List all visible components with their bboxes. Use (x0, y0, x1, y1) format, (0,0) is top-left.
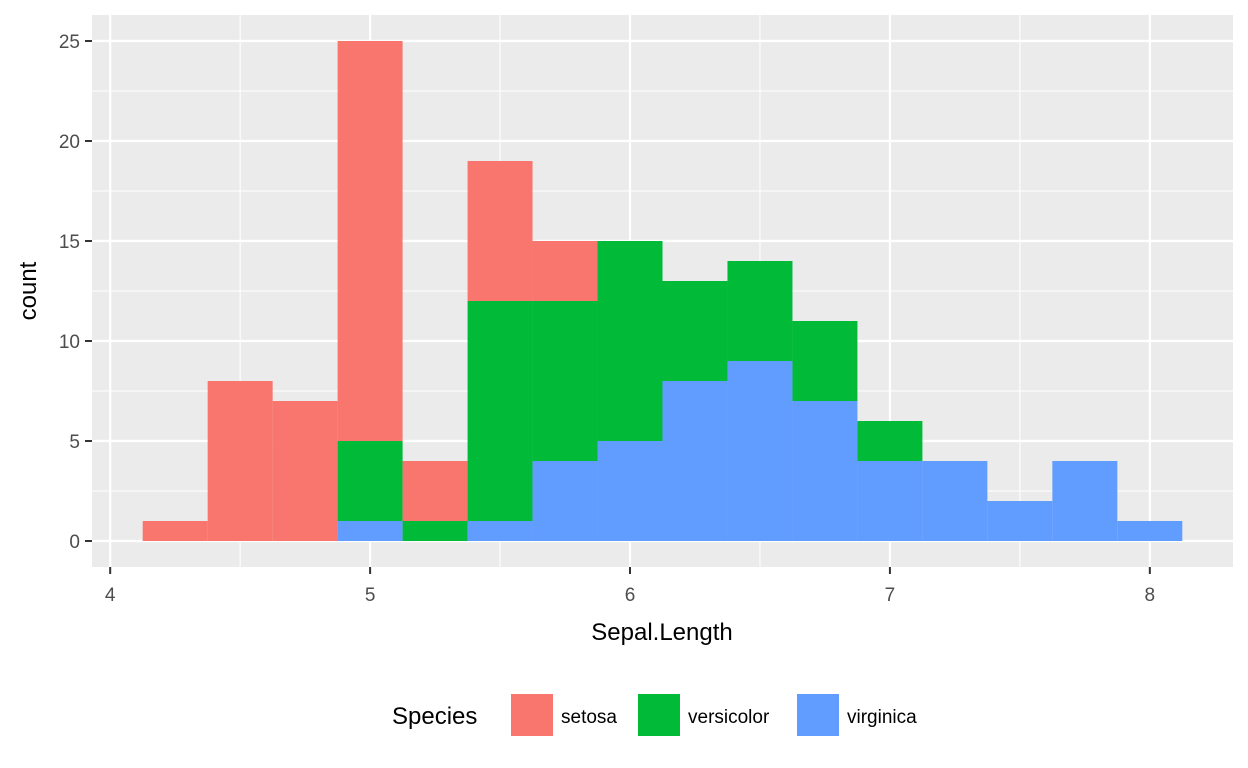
bar-setosa (402, 461, 468, 521)
bar-versicolor (532, 301, 598, 461)
y-tick-label: 10 (59, 332, 80, 353)
bar-setosa (532, 241, 598, 301)
x-tick-label: 5 (365, 585, 376, 606)
bar-setosa (337, 41, 403, 441)
x-axis-title: Sepal.Length (591, 619, 732, 646)
y-axis-title: count (15, 261, 42, 320)
x-axis: 4 5 6 7 8 (105, 567, 1155, 606)
bar-versicolor (662, 281, 728, 381)
bar-virginica (792, 401, 858, 541)
bar-layer (142, 41, 1183, 541)
bar-versicolor (337, 441, 403, 521)
bar-versicolor (597, 241, 663, 441)
legend-key-virginica (797, 694, 839, 736)
bar-virginica (532, 461, 598, 541)
y-tick-label: 25 (59, 32, 80, 53)
legend-items: setosa versicolor virginica (511, 694, 917, 736)
bar-versicolor (792, 321, 858, 401)
legend-label-versicolor: versicolor (688, 707, 770, 728)
bar-virginica (467, 521, 533, 541)
bar-virginica (987, 501, 1053, 541)
legend-label-setosa: setosa (561, 707, 617, 728)
bar-virginica (662, 381, 728, 541)
y-tick-label: 5 (69, 432, 80, 453)
bar-virginica (597, 441, 663, 541)
bar-virginica (337, 521, 403, 541)
x-tick-label: 4 (105, 585, 116, 606)
bar-versicolor (402, 521, 468, 541)
bar-setosa (272, 401, 338, 541)
bar-virginica (727, 361, 793, 541)
x-tick-label: 7 (885, 585, 896, 606)
bar-virginica (1052, 461, 1118, 541)
bar-versicolor (467, 301, 533, 521)
bar-setosa (207, 381, 273, 541)
legend: Species setosa versicolor virginica (392, 694, 917, 736)
bar-setosa (142, 521, 208, 541)
legend-title: Species (392, 703, 477, 730)
x-tick-label: 6 (625, 585, 636, 606)
y-tick-label: 15 (59, 232, 80, 253)
y-axis: 0 5 10 15 20 25 (59, 32, 92, 553)
legend-key-setosa (511, 694, 553, 736)
bar-virginica (857, 461, 923, 541)
bar-virginica (922, 461, 988, 541)
y-tick-label: 0 (69, 532, 80, 553)
x-tick-label: 8 (1145, 585, 1156, 606)
bar-setosa (467, 161, 533, 301)
bar-versicolor (727, 261, 793, 361)
bar-virginica (1117, 521, 1183, 541)
bar-versicolor (857, 421, 923, 461)
y-tick-label: 20 (59, 132, 80, 153)
legend-label-virginica: virginica (847, 707, 917, 728)
legend-key-versicolor (638, 694, 680, 736)
